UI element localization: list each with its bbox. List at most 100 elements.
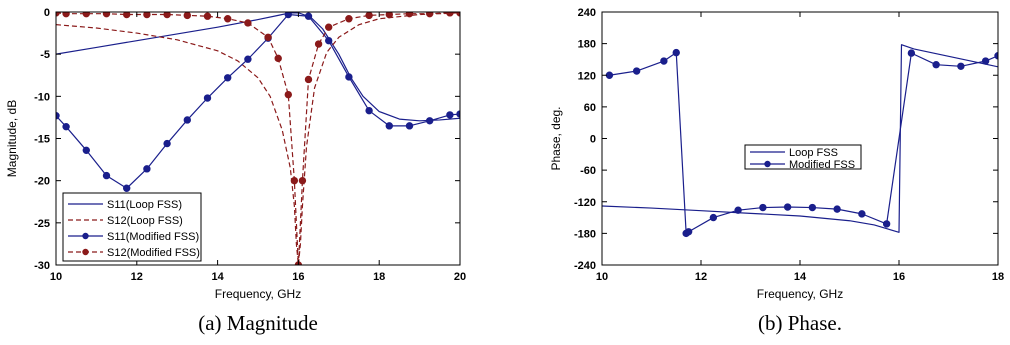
y-tick-label: -30: [34, 260, 50, 272]
series-3-point: [62, 12, 70, 18]
axes-frame: [601, 11, 999, 266]
series-1-point: [632, 67, 641, 75]
series-1-point: [709, 213, 718, 222]
y-tick-label: -120: [574, 197, 596, 209]
series-2-point: [224, 74, 232, 82]
series-3-point: [143, 12, 151, 19]
series-line-1: [609, 51, 998, 234]
x-tick-label: 16: [893, 271, 905, 283]
series-1-point: [907, 49, 916, 57]
series-2-point: [183, 116, 192, 124]
y-tick-label: -10: [34, 91, 50, 103]
series-3-point: [298, 176, 307, 185]
series-3-point: [405, 12, 414, 18]
series-2-point: [325, 36, 333, 45]
series-2-point: [62, 122, 70, 131]
series-2-point: [405, 122, 414, 130]
y-tick-label: 60: [584, 102, 596, 114]
series-2-point: [82, 146, 91, 155]
series-1-point: [957, 62, 965, 70]
legend: S11(Loop FSS) S12(Loop FSS) S11(Modified F…: [62, 192, 202, 262]
series-3-point: [244, 19, 252, 27]
y-tick-label: 120: [578, 70, 596, 82]
legend-label-0: S11(Loop FSS): [107, 199, 182, 211]
series-1-point: [759, 203, 767, 212]
legend-box: [744, 144, 862, 170]
x-axis-label: Frequency, GHz: [757, 287, 843, 301]
x-tick-label: 18: [373, 271, 385, 283]
series-1-point: [672, 48, 680, 57]
x-tick-label: 12: [695, 271, 707, 283]
series-3-point: [314, 40, 323, 48]
y-tick-label: 0: [590, 134, 596, 146]
series-3-point: [284, 90, 292, 99]
series-1-point: [605, 71, 614, 79]
series-3-point: [290, 176, 299, 185]
y-tick-label: -180: [574, 228, 596, 240]
series-2-point: [345, 73, 353, 81]
x-tick-label: 16: [292, 271, 304, 283]
legend-label-0: Loop FSS: [789, 147, 838, 159]
legend-marker-2: [82, 232, 89, 240]
x-tick-label: 14: [211, 271, 224, 283]
series-2-point: [446, 111, 454, 119]
series-line-3: [56, 12, 460, 265]
legend-marker-3: [82, 248, 89, 256]
y-tick-label: -60: [580, 165, 596, 177]
series-3-point: [163, 12, 171, 19]
legend-label-1: Modified FSS: [789, 159, 855, 171]
series-3-point: [183, 12, 191, 20]
y-tick-label: -20: [34, 176, 50, 188]
series-2-point: [143, 165, 151, 173]
chart-magnitude: 10 12 14 16 18 20 0 -5 -10 -15 -20 -25 -30 Frequency,…: [5, 7, 466, 335]
series-3-point: [123, 12, 131, 19]
plot-area: [56, 12, 460, 265]
legend-label-2: S11(Modified FSS): [107, 231, 199, 243]
series-3-point: [203, 12, 212, 20]
plot-area: [602, 44, 998, 238]
series-2-point: [203, 94, 212, 102]
series-line-2: [56, 13, 460, 189]
series-3-point: [304, 75, 313, 84]
series-1-point: [808, 203, 817, 212]
series-1-point: [981, 57, 990, 65]
y-tick-label: 180: [578, 39, 596, 51]
series-3-point: [385, 12, 393, 19]
legend-label-1: S12(Loop FSS): [107, 215, 183, 227]
series-3-point: [365, 12, 373, 20]
chart-phase: 10 12 14 16 18 240 180 120 60 0 -60 -120 -180 -240 Fre…: [549, 7, 1004, 335]
y-tick-label: -5: [40, 49, 50, 61]
y-tick-label: 0: [44, 7, 50, 19]
y-axis-label: Phase, deg.: [549, 106, 563, 170]
series-2-point: [284, 12, 292, 19]
series-2-point: [163, 139, 171, 148]
x-tick-label: 12: [131, 271, 143, 283]
legend-label-3: S12(Modified FSS): [107, 247, 200, 259]
series-1-point: [882, 220, 891, 228]
figure-caption: (b) Phase.: [758, 311, 842, 335]
x-tick-label: 20: [454, 271, 466, 283]
series-3-point: [325, 23, 333, 31]
x-axis-label: Frequency, GHz: [215, 287, 301, 301]
legend-marker-1: [764, 160, 771, 168]
x-tick-label: 10: [50, 271, 62, 283]
series-2-point: [244, 55, 252, 63]
y-tick-label: 240: [578, 7, 596, 19]
series-1-point: [684, 228, 693, 236]
x-tick-label: 14: [794, 271, 807, 283]
series-1-point: [858, 210, 866, 218]
series-line-0: [602, 44, 998, 233]
x-tick-label: 18: [992, 271, 1004, 283]
series-1-point: [783, 203, 792, 211]
series-1-point: [734, 206, 742, 214]
y-axis-label: Magnitude, dB: [5, 100, 19, 177]
series-line-0: [56, 12, 460, 122]
series-1-point: [660, 57, 668, 65]
figure-caption: (a) Magnitude: [198, 311, 318, 335]
series-3-point: [82, 12, 90, 18]
series-2-point: [56, 112, 60, 120]
x-tick-label: 10: [596, 271, 608, 283]
series-3-point: [426, 12, 434, 18]
